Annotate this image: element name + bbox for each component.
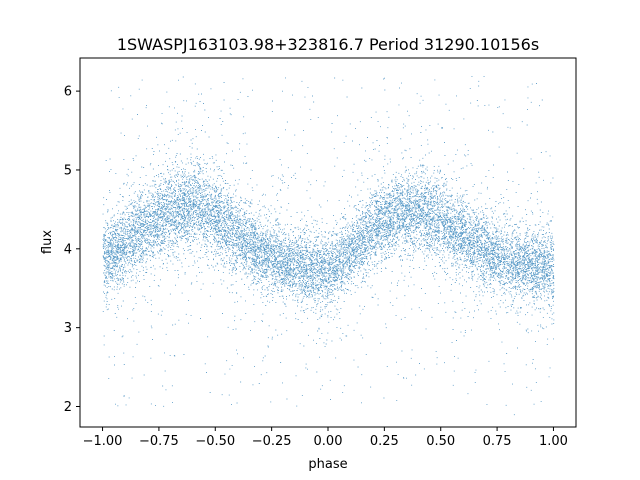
y-tick-label: 5: [64, 163, 72, 178]
y-tick-label: 4: [64, 242, 72, 257]
x-tick-label: 0.25: [370, 434, 399, 449]
y-tick-label: 2: [64, 400, 72, 415]
x-tick-label: 0.75: [483, 434, 512, 449]
x-tick-label: −0.50: [195, 434, 235, 449]
y-tick-label: 6: [64, 85, 72, 100]
x-axis: −1.00 −0.75 −0.50 −0.25 0.00 0.25 0.50 0.75 1.00: [83, 427, 568, 449]
y-axis-label: flux: [40, 230, 55, 254]
x-tick-label: −0.25: [252, 434, 292, 449]
data-points: [102, 76, 555, 416]
x-tick-label: 0.50: [426, 434, 455, 449]
x-tick-label: −0.75: [139, 434, 179, 449]
scatter-points: [102, 76, 555, 416]
x-axis-label: phase: [308, 457, 347, 472]
chart-title: 1SWASPJ163103.98+323816.7 Period 31290.1…: [117, 35, 539, 54]
x-tick-label: −1.00: [83, 434, 123, 449]
x-tick-label: 0.00: [314, 434, 343, 449]
x-tick-label: 1.00: [539, 434, 568, 449]
plot-frame: [79, 57, 577, 428]
y-tick-label: 3: [64, 321, 72, 336]
y-axis: 2 3 4 5 6: [64, 85, 80, 415]
